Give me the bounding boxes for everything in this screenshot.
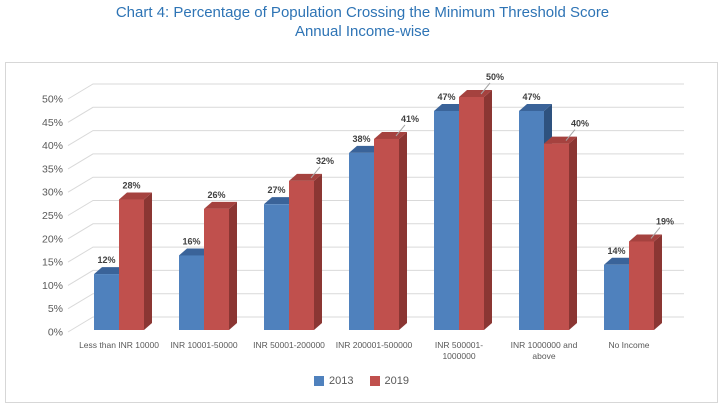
value-label-2019: 28%: [122, 181, 140, 191]
value-label-2013: 38%: [352, 134, 370, 144]
value-label-2019: 40%: [571, 119, 589, 129]
bar-2019-side: [229, 201, 237, 330]
x-axis-category-label: INR 10001-50000: [170, 340, 237, 350]
value-label-2019: 19%: [656, 216, 674, 226]
y-axis-tick-label: 50%: [42, 94, 63, 106]
chart-title-line-1: Chart 4: Percentage of Population Crossi…: [115, 4, 610, 21]
bar-2019: [374, 138, 399, 330]
y-axis-tick-label: 20%: [42, 233, 63, 245]
leader-line: [565, 129, 576, 141]
bar-2019: [119, 199, 144, 330]
x-axis-category-label: INR 1000000 and: [511, 340, 578, 350]
bar-2019-top: [119, 192, 152, 200]
y-axis-tick-label: 25%: [42, 210, 63, 222]
chart-container: 0% 5% 10% 15% 20% 25% 30% 35% 40% 45% 50% 12% 28% Les…: [5, 62, 718, 403]
x-axis-category-label: INR 500001-: [435, 340, 483, 350]
bar-group: 47% 50% INR 500001-1000000: [434, 72, 504, 361]
leader-line: [310, 166, 321, 179]
bar-chart-canvas: 0% 5% 10% 15% 20% 25% 30% 35% 40% 45% 50% 12% 28% Les…: [42, 72, 684, 361]
bar-2013-top: [604, 257, 637, 265]
bar-2013-top: [264, 197, 297, 205]
y-axis-tick-label: 30%: [42, 187, 63, 199]
y-axis-tick-label: 15%: [42, 257, 63, 269]
legend-item-2013: 2013: [314, 375, 354, 387]
bar-2013: [519, 110, 544, 330]
value-label-2019: 50%: [486, 72, 504, 82]
value-label-2019: 26%: [207, 190, 225, 200]
y-axis-tick-label: 40%: [42, 140, 63, 152]
bar-group: 14% 19% No Income: [604, 216, 674, 350]
bar-2013: [179, 255, 204, 330]
bar-2013-top: [349, 145, 382, 153]
y-axis-tick-label: 10%: [42, 280, 63, 292]
bar-2019-top: [459, 90, 492, 97]
bar-2019-side: [484, 90, 492, 330]
y-axis-tick-label: 0%: [48, 327, 63, 339]
x-axis-category-label: INR 200001-500000: [336, 340, 413, 350]
gridlines: 0% 5% 10% 15% 20% 25% 30% 35% 40% 45% 50%: [42, 83, 684, 339]
bar-2019-side: [144, 192, 152, 330]
bar-2019: [459, 97, 484, 330]
chart-title: Chart 4: Percentage of Population Crossi…: [0, 3, 725, 41]
bar-group: 12% 28% Less than INR 10000: [79, 181, 159, 350]
bar-2019: [289, 180, 314, 330]
bar-2013-top: [179, 248, 212, 256]
x-axis-category-label: above: [532, 351, 555, 361]
bar-2019-side: [399, 131, 407, 330]
value-label-2019: 41%: [401, 114, 419, 124]
bar-2013-top: [434, 103, 467, 111]
gridline: [67, 83, 684, 100]
leader-line: [395, 124, 406, 137]
legend-swatch-2013: [314, 376, 325, 386]
value-label-2019: 32%: [316, 156, 334, 166]
bar-group: 27% 32% INR 50001-200000: [253, 156, 334, 350]
bar-group: 16% 26% INR 10001-50000: [170, 190, 237, 350]
bar-2019-top: [289, 173, 322, 181]
x-axis-category-label: No Income: [608, 340, 649, 350]
legend-label-2019: 2019: [384, 375, 409, 387]
value-label-2013: 47%: [437, 92, 455, 102]
bar-2013-top: [94, 267, 127, 275]
bar-2013-top: [519, 103, 552, 111]
bar-2019: [204, 208, 229, 330]
bar-2019: [629, 241, 654, 330]
leader-line: [650, 227, 661, 239]
gridline: [67, 106, 684, 123]
value-label-2013: 14%: [607, 246, 625, 256]
bar-group: 38% 41% INR 200001-500000: [336, 114, 419, 350]
value-label-2013: 47%: [522, 92, 540, 102]
bar-2019-top: [204, 201, 237, 209]
bar-2019: [544, 143, 569, 330]
bar-2013: [264, 204, 289, 330]
y-axis-tick-label: 45%: [42, 117, 63, 129]
bar-2019-side: [654, 234, 662, 330]
x-axis-category-label: Less than INR 10000: [79, 340, 159, 350]
y-axis-tick-label: 35%: [42, 163, 63, 175]
chart-title-line-2: Annual Income-wise: [294, 23, 431, 40]
bar-2013: [349, 152, 374, 330]
bar-2013: [604, 264, 629, 330]
bar-2019-side: [314, 173, 322, 330]
legend-swatch-2019: [369, 376, 380, 386]
x-axis-category-label: INR 50001-200000: [253, 340, 325, 350]
value-label-2013: 16%: [182, 236, 200, 246]
bar-2019-top: [629, 234, 662, 242]
bar-2013: [434, 110, 459, 330]
bar-2019-side: [569, 136, 577, 330]
x-axis-category-label: 1000000: [442, 351, 475, 361]
legend-item-2019: 2019: [369, 375, 409, 387]
y-axis-tick-label: 5%: [48, 303, 63, 315]
bar-2019-top: [374, 131, 407, 139]
bar-2019-top: [544, 136, 577, 144]
value-label-2013: 12%: [97, 255, 115, 265]
legend: 2013 2019: [6, 375, 717, 387]
value-label-2013: 27%: [267, 185, 285, 195]
legend-label-2013: 2013: [329, 375, 354, 387]
bar-2013: [94, 274, 119, 330]
leader-line: [480, 82, 491, 95]
